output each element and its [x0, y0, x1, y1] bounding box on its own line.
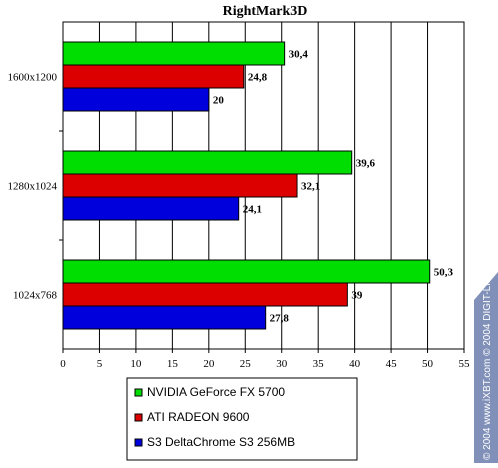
data-label: 24,1 — [243, 204, 262, 216]
legend-label: S3 DeltaChrome S3 256MB — [147, 435, 295, 449]
bar — [62, 259, 431, 284]
data-label: 20 — [213, 95, 225, 107]
x-tick-label: 15 — [167, 358, 179, 370]
data-label: 39,6 — [356, 158, 376, 170]
legend-label: ATI RADEON 9600 — [147, 410, 250, 424]
bar — [62, 282, 348, 307]
watermark-shape — [474, 272, 498, 463]
category-label: 1024x768 — [13, 290, 58, 302]
data-label: 27,8 — [270, 313, 290, 325]
bar — [62, 305, 267, 330]
bar — [62, 64, 245, 89]
x-tick-label: 5 — [97, 358, 103, 370]
data-label: 32,1 — [301, 181, 320, 193]
x-tick-label: 10 — [130, 358, 142, 370]
x-tick-label: 45 — [386, 358, 398, 370]
legend-label: NVIDIA GeForce FX 5700 — [147, 385, 285, 399]
x-tick-label: 40 — [349, 358, 361, 370]
category-label: 1280x1024 — [8, 181, 58, 193]
x-tick-label: 50 — [422, 358, 434, 370]
legend-swatch — [134, 413, 143, 422]
legend-box — [126, 377, 358, 461]
x-tick-label: 25 — [240, 358, 252, 370]
legend: NVIDIA GeForce FX 5700 ATI RADEON 9600 S3 … — [126, 377, 358, 461]
x-tick-label: 35 — [313, 358, 325, 370]
data-label: 39 — [351, 290, 363, 302]
watermark-band: © 2004 www.iXBT.com © 2004 DIGIT-LIFE.co… — [474, 249, 498, 463]
data-label: 50,3 — [434, 267, 454, 279]
data-label: 30,4 — [289, 49, 309, 61]
bar — [62, 87, 210, 112]
bar — [62, 196, 240, 221]
watermark-text: © 2004 www.iXBT.com © 2004 DIGIT-LIFE.co… — [482, 249, 493, 460]
x-tick-label: 20 — [203, 358, 215, 370]
legend-swatch — [134, 388, 143, 397]
data-label: 24,8 — [248, 72, 268, 84]
bar — [62, 173, 298, 198]
bar — [62, 41, 286, 66]
bar — [62, 150, 353, 175]
legend-swatch — [134, 438, 143, 447]
x-tick-label: 30 — [276, 358, 288, 370]
chart-title: RightMark3D — [223, 4, 308, 19]
category-label: 1600x1200 — [8, 72, 58, 84]
x-tick-label: 55 — [459, 358, 471, 370]
x-tick-label: 0 — [60, 358, 66, 370]
plot-area: 0 5 10 15 20 25 30 35 40 45 50 55 1600x1200 30,4 24,8 2… — [8, 21, 471, 370]
